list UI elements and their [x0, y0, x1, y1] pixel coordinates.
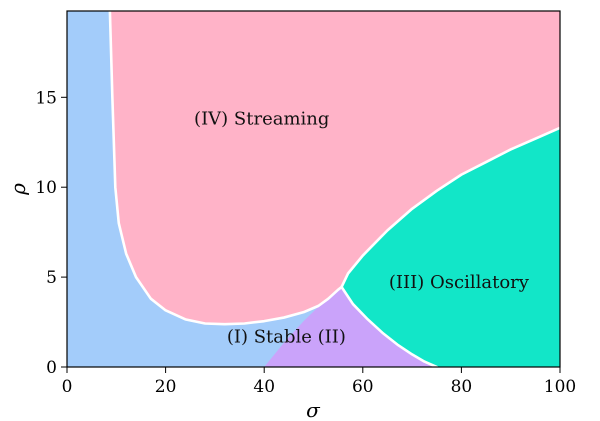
plot-frame: [66, 10, 561, 368]
y-tick-label: 5: [46, 268, 57, 288]
x-axis-label: σ: [306, 398, 321, 421]
lower-ii-boundary-line: [340, 285, 439, 367]
y-tick-label: 10: [35, 178, 57, 198]
region-label-streaming: (IV) Streaming: [194, 108, 329, 129]
x-tick-label: 100: [544, 377, 576, 397]
y-tick-label: 15: [35, 88, 57, 108]
oscillatory-region-fill: [341, 127, 560, 367]
y-axis: 0 5 10 15: [35, 88, 67, 378]
streaming-region-fill: [109, 11, 560, 325]
y-tick-label: 0: [46, 358, 57, 378]
x-tick-label: 60: [352, 377, 374, 397]
region-label-oscillatory: (III) Oscillatory: [389, 272, 530, 293]
x-axis: 0 20 40 60 80 100: [62, 367, 576, 397]
region-label-stable-ii: (I) Stable (II): [227, 327, 346, 348]
x-tick-label: 40: [253, 377, 275, 397]
x-tick-label: 20: [155, 377, 177, 397]
x-tick-label: 80: [451, 377, 473, 397]
y-axis-label: ρ: [6, 183, 30, 196]
ii-region-fill: [264, 286, 437, 367]
oscillatory-boundary-line: [340, 126, 560, 289]
plot-area: [67, 11, 560, 367]
x-tick-label: 0: [62, 377, 73, 397]
streaming-boundary-line: [108, 11, 343, 326]
